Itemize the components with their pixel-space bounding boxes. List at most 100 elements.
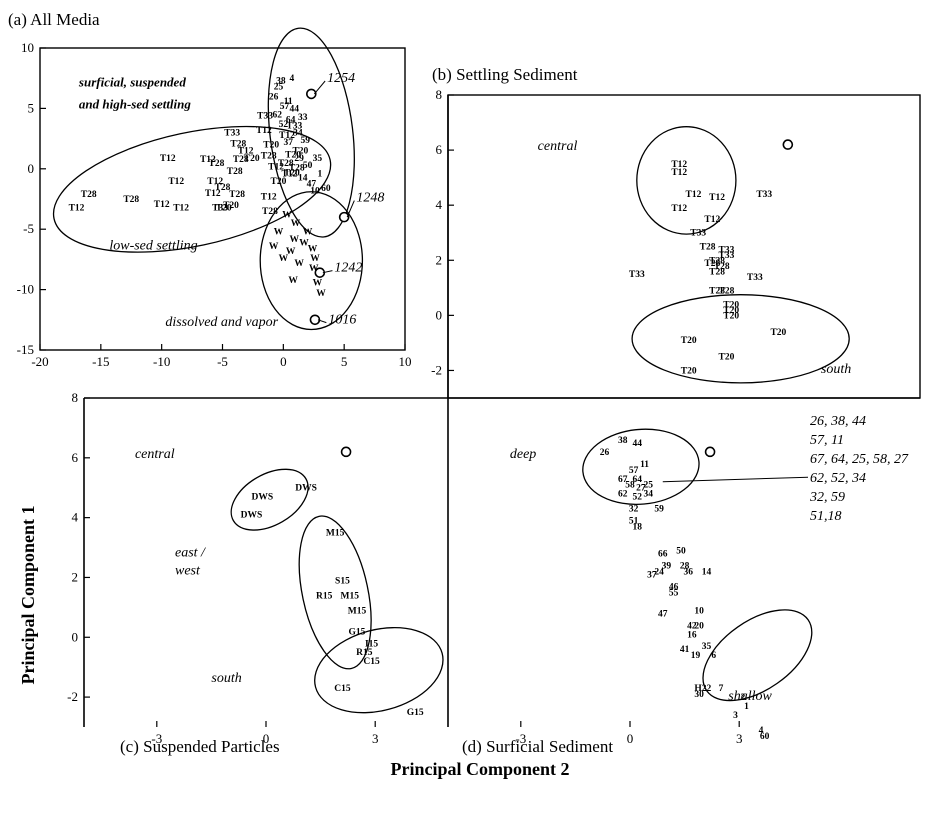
- y-tick-label: 0: [72, 629, 79, 644]
- data-point: T20: [723, 311, 739, 321]
- data-point: W: [282, 211, 292, 221]
- data-point: T28: [709, 287, 725, 297]
- y-tick-label: -15: [17, 342, 34, 357]
- data-point: 24: [654, 567, 664, 577]
- callout-leader: [317, 319, 327, 324]
- data-point: 2: [740, 693, 745, 703]
- data-point: T33: [257, 112, 273, 122]
- data-point: T20: [770, 328, 786, 338]
- group-ellipse: [702, 609, 813, 702]
- data-point: T20: [723, 300, 739, 310]
- data-point: 41: [680, 645, 690, 655]
- data-point: T20: [223, 201, 239, 211]
- group-annotation: west: [175, 563, 201, 578]
- x-tick-label: -15: [92, 354, 109, 369]
- data-point: W: [308, 245, 318, 255]
- data-point: M15: [348, 606, 367, 616]
- data-point: T20: [285, 150, 301, 160]
- data-point: C15: [363, 657, 380, 667]
- y-tick-label: 0: [436, 307, 443, 322]
- data-point: 52: [633, 493, 643, 503]
- data-point: 1: [317, 170, 322, 180]
- data-point: T28: [230, 139, 246, 149]
- group-ellipse: [52, 125, 332, 253]
- data-point: C15: [334, 684, 351, 694]
- y-tick-label: -2: [67, 689, 78, 704]
- data-point: 18: [633, 523, 643, 533]
- data-point: T20: [216, 203, 232, 213]
- plot-frame: [447, 94, 921, 399]
- reference-marker: [704, 446, 716, 458]
- side-list-entry: 57, 11: [810, 433, 844, 448]
- data-point: 25: [274, 83, 284, 93]
- data-point: I15: [365, 639, 378, 649]
- data-point: 27: [636, 484, 646, 494]
- group-ellipse: [298, 515, 372, 670]
- data-point: W: [309, 264, 319, 274]
- y-tick-label: 4: [436, 197, 443, 212]
- data-point: 3: [733, 711, 738, 721]
- callout-leader: [313, 80, 326, 95]
- x-tick-label: 3: [736, 731, 743, 746]
- y-tick-label: 8: [436, 87, 443, 102]
- data-point: T12: [205, 189, 221, 199]
- data-point: DWS: [241, 511, 263, 521]
- data-point: T12: [281, 170, 297, 180]
- data-point: T12: [671, 160, 687, 170]
- data-point: 44: [633, 439, 643, 449]
- group-ellipse: [230, 468, 309, 531]
- data-point: T12: [279, 131, 295, 141]
- panel-title: (d) Surficial Sediment: [462, 737, 613, 756]
- data-point: 10: [694, 606, 704, 616]
- data-point: 59: [300, 136, 310, 146]
- data-point: W: [294, 259, 304, 269]
- data-point: 55: [669, 588, 679, 598]
- data-point: T12: [173, 203, 189, 213]
- group-annotation: east /: [175, 546, 206, 561]
- data-point: 59: [654, 505, 664, 515]
- data-point: T28: [714, 262, 730, 272]
- data-point: T20: [271, 177, 287, 187]
- group-ellipse: [314, 626, 444, 714]
- data-point: T12: [154, 200, 170, 210]
- data-point: T28: [123, 195, 139, 205]
- data-point: S15: [335, 576, 350, 586]
- data-point: W: [279, 254, 289, 264]
- data-point: T28: [229, 190, 245, 200]
- x-tick-label: 5: [341, 354, 348, 369]
- panel-title: (a) All Media: [8, 10, 100, 29]
- data-point: 10: [310, 187, 320, 197]
- data-point: 38: [276, 77, 286, 87]
- data-point: 38: [618, 436, 628, 446]
- data-point: 20: [694, 621, 704, 631]
- side-label-list: 26, 38, 44 57, 11 67, 64, 25, 58, 27 62, 52…: [662, 414, 909, 524]
- data-point: 25: [643, 481, 653, 491]
- data-point: 26: [600, 448, 610, 458]
- group-annotation: dissolved and vapor: [165, 315, 278, 330]
- data-point: 52: [279, 120, 289, 130]
- x-tick-label: 0: [627, 731, 634, 746]
- x-tick-label: -5: [217, 354, 228, 369]
- data-point: 19: [691, 651, 701, 661]
- group-annotation: central: [135, 447, 175, 462]
- group-ellipse: [636, 126, 737, 235]
- data-point: 60: [760, 732, 770, 742]
- callout-label: 1248: [356, 191, 384, 206]
- data-point: T12: [686, 190, 702, 200]
- data-point: T12: [160, 154, 176, 164]
- group-annotation: low-sed settling: [109, 239, 197, 254]
- data-point: T28: [709, 256, 725, 266]
- data-point: 7: [719, 684, 724, 694]
- x-tick-label: -10: [153, 354, 170, 369]
- data-point: G15: [407, 708, 424, 718]
- data-point: 42: [687, 621, 697, 631]
- data-point: W: [303, 228, 313, 238]
- data-point: 11: [284, 97, 293, 107]
- data-point: W: [313, 278, 323, 288]
- data-point: 62: [273, 110, 283, 120]
- data-point: M15: [326, 529, 345, 539]
- y-tick-label: -10: [17, 282, 34, 297]
- side-list-entry: 26, 38, 44: [810, 414, 866, 429]
